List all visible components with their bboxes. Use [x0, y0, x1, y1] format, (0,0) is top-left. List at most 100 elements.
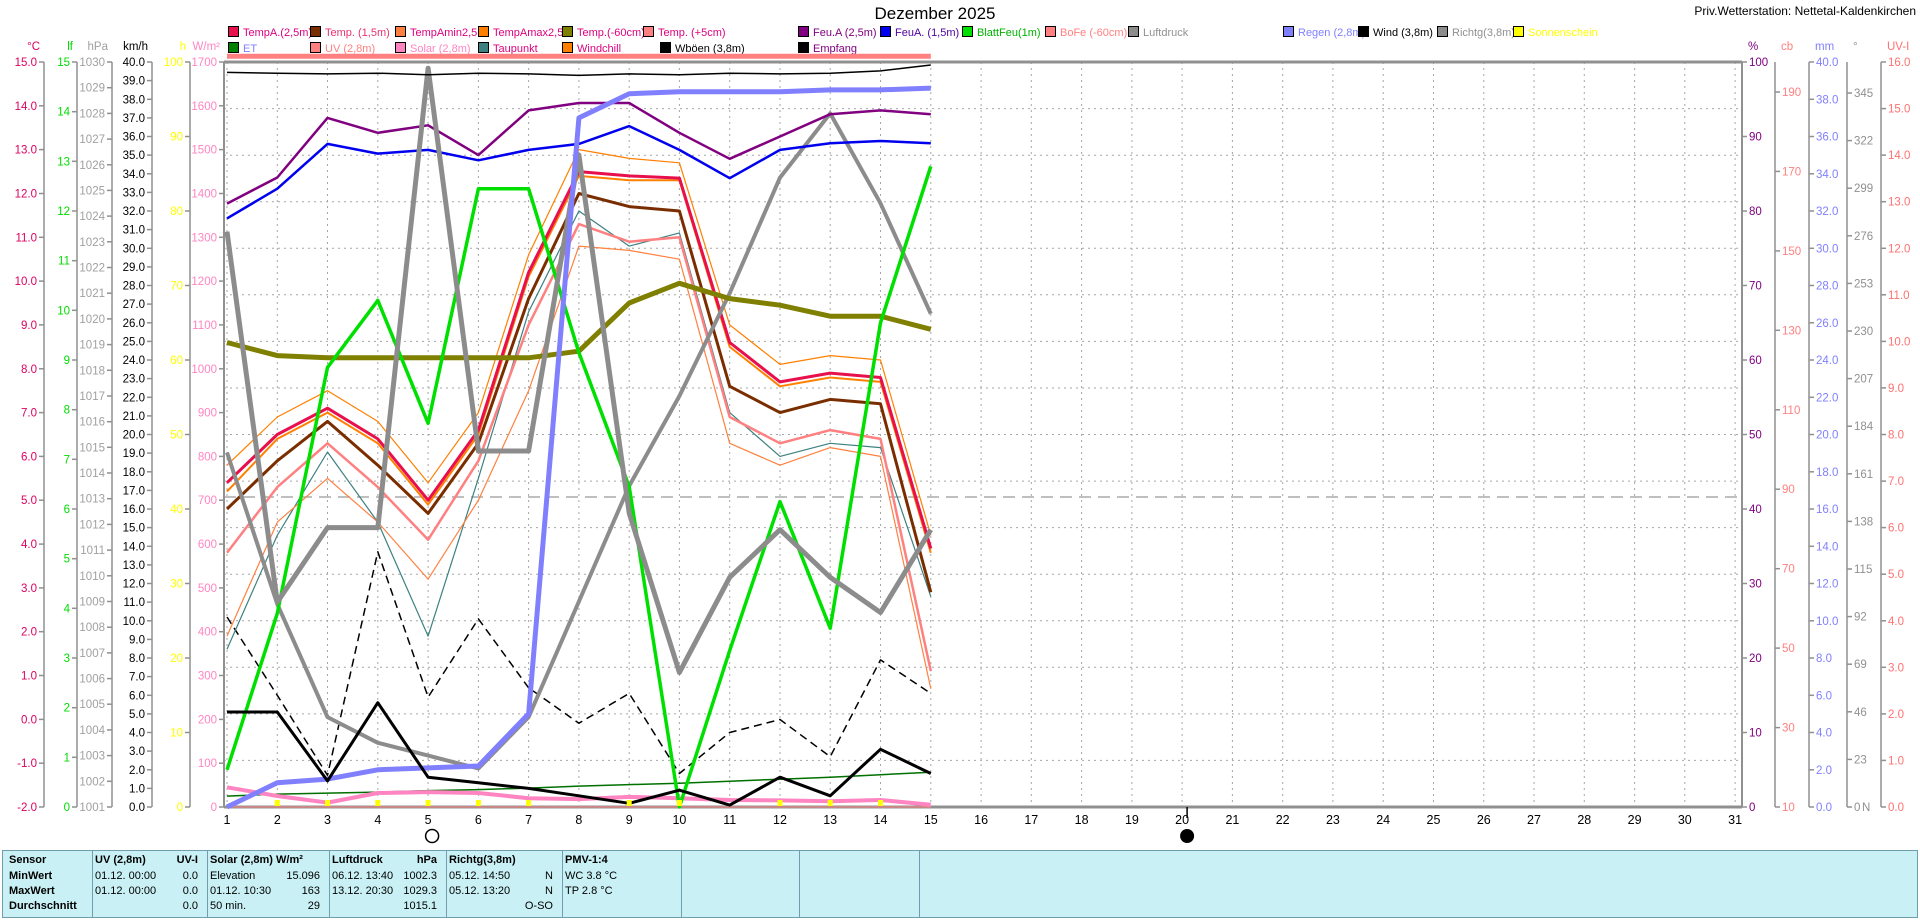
legend-item-wboeen[interactable]: Wböen (3,8m): [660, 42, 745, 55]
svg-text:1015: 1015: [79, 442, 105, 454]
svg-text:15.0: 15.0: [1888, 104, 1910, 116]
svg-text:7: 7: [525, 813, 532, 827]
table-cell: 01.12. 00:00: [95, 870, 157, 882]
svg-text:300: 300: [198, 671, 217, 683]
svg-text:13: 13: [57, 156, 70, 168]
legend-item-blattfeu[interactable]: BlattFeu(1m): [962, 26, 1041, 39]
table-cell: 0.0: [182, 885, 198, 897]
svg-text:5.0: 5.0: [129, 709, 145, 721]
svg-text:31.0: 31.0: [123, 225, 145, 237]
legend-item-tempAmax[interactable]: TempAmax2,5m: [478, 26, 572, 39]
axis-deg: °345322299276253230207184161138115926946…: [1846, 41, 1874, 814]
svg-text:16.0: 16.0: [1816, 504, 1838, 516]
table-cell: 05.12. 13:20: [449, 885, 511, 897]
table-cell: N: [545, 885, 553, 897]
table-cell: Elevation: [210, 870, 256, 882]
svg-text:100: 100: [1749, 57, 1768, 69]
svg-text:40.0: 40.0: [1816, 57, 1838, 69]
legend-label: Temp. (+5cm): [658, 27, 726, 39]
svg-text:299: 299: [1854, 183, 1873, 195]
table-cell: 01.12. 00:00: [95, 885, 157, 897]
axis-hpa: hPa 1030 1029 1028 1027 1026 1025 1024 1023 1022 1…: [79, 41, 113, 814]
right-axes: %1009080706050403020100cb190170150130110…: [1742, 41, 1910, 814]
table-cell: Solar (2,8m) W/m²: [210, 854, 303, 866]
svg-text:8.0: 8.0: [129, 653, 145, 665]
sunshine-tick: [626, 800, 632, 806]
x-axis-labels: 1 2 3 4 5 6 7 8 9 10 11 12 13 14 15 16 17 18 19 20 21 22 23 24 2…: [224, 807, 1742, 844]
wind-swatch-icon: [1358, 26, 1369, 37]
legend-item-et[interactable]: ET: [228, 42, 257, 55]
svg-text:10.0: 10.0: [15, 276, 37, 288]
svg-text:16: 16: [974, 813, 988, 827]
svg-text:30.0: 30.0: [1816, 243, 1838, 255]
legend-item-solar[interactable]: Solar (2,8m): [395, 42, 471, 55]
legend-item-taupunkt[interactable]: Taupunkt: [478, 42, 538, 55]
svg-text:7.0: 7.0: [21, 408, 37, 420]
svg-text:20.0: 20.0: [1816, 430, 1838, 442]
svg-text:600: 600: [198, 539, 217, 551]
legend-item-empfang[interactable]: Empfang: [798, 42, 857, 55]
legend-label: Richtg(3,8m): [1452, 27, 1515, 39]
svg-text:23.0: 23.0: [123, 374, 145, 386]
legend-item-tempAmin[interactable]: TempAmin2,5m: [395, 26, 486, 39]
svg-text:10.0: 10.0: [1888, 336, 1910, 348]
svg-text:1600: 1600: [191, 101, 217, 113]
table-divider: [92, 851, 93, 917]
svg-text:1030: 1030: [79, 57, 105, 69]
svg-text:36.0: 36.0: [1816, 132, 1838, 144]
svg-text:0: 0: [64, 802, 70, 814]
svg-text:12.0: 12.0: [1816, 579, 1838, 591]
table-cell: N: [545, 870, 553, 882]
legend-item-richtg[interactable]: Richtg(3,8m): [1437, 26, 1515, 39]
richtg-swatch-icon: [1437, 26, 1448, 37]
sunshine-tick: [827, 800, 833, 806]
legend-item-luftdruck[interactable]: Luftdruck: [1128, 26, 1188, 39]
svg-text:0: 0: [1854, 802, 1860, 814]
legend-item-regen[interactable]: Regen (2,8m): [1283, 26, 1365, 39]
feuA25-swatch-icon: [798, 26, 809, 37]
svg-text:90: 90: [170, 132, 183, 144]
temp15-swatch-icon: [310, 26, 321, 37]
axis-hpa-unit: hPa: [88, 41, 109, 53]
series-wboeen-line: [226, 551, 932, 777]
legend-item-temp15[interactable]: Temp. (1,5m): [310, 26, 390, 39]
legend-item-tempP5[interactable]: Temp. (+5cm): [643, 26, 726, 39]
legend-item-bofe[interactable]: BoFe (-60cm): [1045, 26, 1127, 39]
legend-item-sonnenschein[interactable]: Sonnenschein: [1513, 26, 1598, 39]
svg-text:34.0: 34.0: [123, 169, 145, 181]
svg-text:1020: 1020: [79, 314, 105, 326]
table-cell: 15.096: [286, 870, 320, 882]
table-cell: UV (2,8m): [95, 854, 146, 866]
blattfeu-swatch-icon: [962, 26, 973, 37]
series-tempAmin-line: [226, 245, 932, 689]
svg-text:80: 80: [1749, 206, 1762, 218]
axis-deg-bottom-label: N: [1862, 802, 1870, 814]
legend-item-wind[interactable]: Wind (3,8m): [1358, 26, 1433, 39]
legend-item-feuA25[interactable]: Feu.A (2,5m): [798, 26, 877, 39]
legend-item-feuA15[interactable]: FeuA. (1,5m): [880, 26, 959, 39]
legend-item-tempM60[interactable]: Temp.(-60cm): [562, 26, 645, 39]
svg-text:1.0: 1.0: [129, 783, 145, 795]
svg-text:11.0: 11.0: [123, 597, 145, 609]
svg-text:10.0: 10.0: [1816, 616, 1838, 628]
legend-label: FeuA. (1,5m): [895, 27, 960, 39]
legend-label: Taupunkt: [493, 43, 538, 55]
legend-item-tempA25[interactable]: TempA.(2,5m): [228, 26, 312, 39]
table-cell: 1015.1: [403, 900, 437, 912]
sunshine-tick: [375, 800, 381, 806]
svg-text:1019: 1019: [79, 340, 105, 352]
svg-text:1100: 1100: [192, 320, 217, 332]
axis-h-unit: h: [180, 41, 186, 53]
axis-uvi: UV-I 16.0 15.0 14.0 13.0 12.0 11.0 10.0 9.0 8.0 7.…: [1880, 41, 1910, 814]
svg-text:150: 150: [1782, 246, 1801, 258]
moon-phase-open-icon: [424, 828, 440, 844]
legend-item-uv[interactable]: UV (2,8m): [310, 42, 375, 55]
series-et-line: [226, 771, 931, 797]
sunshine-markers: [274, 800, 883, 806]
legend-label: Solar (2,8m): [410, 43, 471, 55]
svg-text:39.0: 39.0: [123, 76, 145, 88]
svg-text:22.0: 22.0: [123, 392, 145, 404]
axis-wm2: W/m²170016001500140013001200110010009008…: [191, 41, 224, 814]
legend-item-windchill[interactable]: Windchill: [562, 42, 621, 55]
